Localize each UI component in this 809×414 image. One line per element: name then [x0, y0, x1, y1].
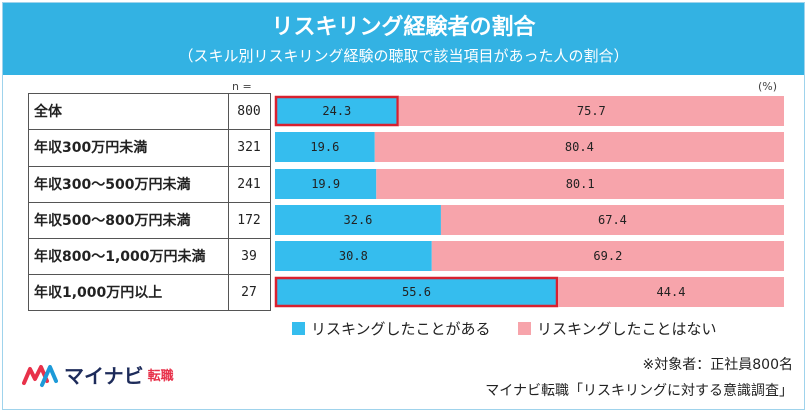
- bar-experienced: [275, 96, 399, 126]
- row-divider: [28, 202, 271, 203]
- data-label: 32.6: [344, 213, 373, 227]
- data-label: 69.2: [593, 249, 622, 263]
- sample-size: 241: [237, 176, 261, 192]
- footnote: ※対象者：正社員800名: [642, 357, 793, 373]
- mynavi-logo-icon: [22, 364, 58, 387]
- bar-experienced: [275, 241, 432, 271]
- data-label: 24.3: [322, 104, 351, 118]
- data-label: 67.4: [598, 213, 627, 227]
- n-label: n =: [232, 80, 252, 93]
- bar-experienced: [275, 205, 441, 235]
- category-label: 年収500～800万円未満: [34, 213, 191, 229]
- row-divider: [28, 274, 271, 275]
- chart-title: リスキリング経験者の割合: [271, 15, 536, 40]
- category-label: 年収300万円未満: [34, 140, 148, 156]
- legend-label: リスキングしたことはない: [537, 320, 717, 338]
- data-label: 44.4: [657, 285, 686, 299]
- bar-not-experienced: [398, 96, 784, 126]
- logo-sub: 転職: [147, 369, 174, 384]
- bar-experienced: [275, 169, 377, 199]
- data-label: 55.6: [402, 285, 431, 299]
- data-label: 80.4: [565, 140, 594, 154]
- bar-not-experienced: [440, 205, 784, 235]
- data-label: 75.7: [577, 104, 606, 118]
- sample-size: 27: [241, 284, 257, 300]
- bar-experienced: [275, 277, 559, 307]
- source-note: マイナビ転職「リスキリングに対する意識調査」: [485, 383, 793, 399]
- chart-header: リスキリング経験者の割合 （スキル別リスキリング経験の聴取で該当項目があった人の…: [3, 3, 804, 75]
- data-label: 19.6: [310, 140, 339, 154]
- legend-item: リスキングしたことはない: [518, 318, 717, 339]
- data-label: 80.1: [566, 177, 595, 191]
- chart-frame: [2, 2, 805, 410]
- sample-size: 321: [237, 139, 261, 155]
- sample-size: 172: [237, 212, 261, 228]
- bar-not-experienced: [558, 277, 784, 307]
- legend-swatch: [518, 322, 531, 335]
- chart-subtitle: （スキル別リスキリング経験の聴取で該当項目があった人の割合）: [178, 47, 629, 65]
- data-label: 30.8: [339, 249, 368, 263]
- sample-size: 39: [241, 248, 257, 264]
- category-label: 年収300～500万円未満: [34, 177, 191, 193]
- bar-experienced: [275, 132, 375, 162]
- unit-label: (%): [758, 80, 778, 93]
- category-label: 全体: [34, 104, 62, 120]
- category-label: 年収800～1,000万円未満: [34, 249, 206, 265]
- highlight-box: [274, 95, 399, 127]
- bar-not-experienced: [374, 132, 784, 162]
- legend-swatch: [292, 322, 305, 335]
- row-divider: [28, 238, 271, 239]
- data-label: 19.9: [311, 177, 340, 191]
- row-divider: [28, 166, 271, 167]
- bar-not-experienced: [376, 169, 784, 199]
- highlight-box: [274, 276, 559, 308]
- logo-name: マイナビ: [64, 364, 144, 388]
- row-divider: [28, 129, 271, 130]
- bar-not-experienced: [431, 241, 784, 271]
- sample-size: 800: [237, 103, 261, 119]
- legend-label: リスキングしたことがある: [311, 320, 491, 338]
- legend-item: リスキングしたことがある: [292, 318, 491, 339]
- brand-logo: マイナビ 転職: [22, 360, 174, 389]
- category-label: 年収1,000万円以上: [34, 285, 163, 301]
